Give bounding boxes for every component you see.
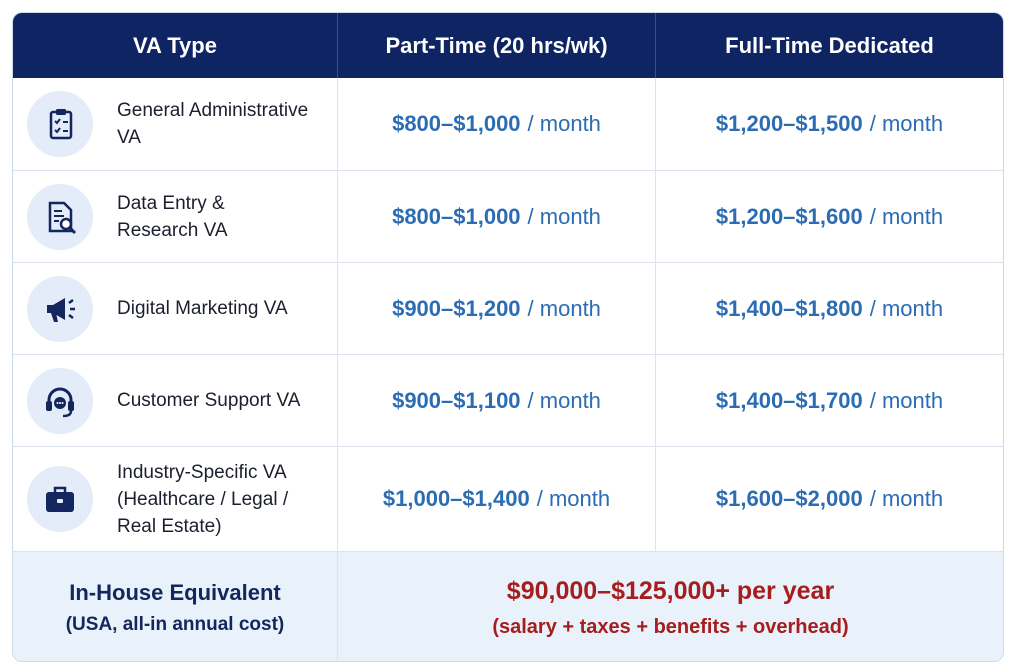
header-cell: Full-Time Dedicated [655, 13, 1003, 78]
price-cell: $1,200–$1,500/ month [655, 78, 1003, 170]
footer-cost: $90,000–$125,000+ per year [506, 576, 835, 605]
price-cell: $1,600–$2,000/ month [655, 447, 1003, 551]
va-icon [27, 466, 93, 532]
va-icon [27, 275, 93, 342]
price-unit: / month [527, 111, 601, 136]
price-range: $1,400–$1,800 [715, 295, 863, 321]
icon-graphic [46, 387, 74, 417]
price-unit: / month [869, 486, 944, 511]
icon-graphic [49, 109, 73, 140]
header-cell: VA Type [133, 32, 217, 58]
va-icon [27, 91, 93, 157]
va-icon [27, 367, 93, 434]
price-unit: / month [527, 295, 601, 321]
price-unit: / month [527, 203, 601, 229]
va-type-name: Data Entry & Research VA [117, 192, 228, 241]
price-range: $1,600–$2,000 [715, 486, 863, 511]
price-cell: $800–$1,000/ month [337, 78, 655, 170]
price-cell: $900–$1,200/ month [337, 263, 655, 354]
table-row: Data Entry & Research VA $800–$1,000/ mon… [13, 171, 1003, 263]
price-range: $900–$1,100 [392, 387, 521, 413]
table-row: Industry-Specific VA (Healthcare / Legal… [13, 447, 1003, 552]
header-row: VA Type Part-Time (20 hrs/wk) Full-Time … [13, 13, 1003, 78]
price-range: $800–$1,000 [392, 203, 521, 229]
table-body: General Administrative VA $800–$1,000/ mo… [13, 78, 1003, 552]
price-unit: / month [869, 203, 944, 229]
icon-graphic [47, 297, 75, 322]
price-cell: $800–$1,000/ month [337, 171, 655, 262]
price-range: $1,000–$1,400 [382, 486, 530, 511]
va-type-cell: Digital Marketing VA [13, 263, 337, 354]
icon-graphic [46, 486, 74, 512]
footer-row: In-House Equivalent (USA, all-in annual … [13, 552, 1003, 661]
price-cell: $1,000–$1,400/ month [337, 447, 655, 551]
icon-graphic [48, 201, 77, 234]
va-type-cell: General Administrative VA [13, 78, 337, 170]
price-unit: / month [536, 486, 611, 511]
va-type-cell: Data Entry & Research VA [13, 171, 337, 262]
price-unit: / month [527, 387, 601, 413]
price-unit: / month [869, 387, 944, 413]
table-row: Customer Support VA $900–$1,100/ month $1,… [13, 355, 1003, 447]
price-cell: $1,200–$1,600/ month [655, 171, 1003, 262]
va-type-cell: Customer Support VA [13, 355, 337, 446]
footer-cost-cell: $90,000–$125,000+ per year (salary + tax… [337, 552, 1003, 661]
footer-sublabel: (USA, all-in annual cost) [65, 613, 285, 635]
price-range: $1,200–$1,600 [715, 203, 863, 229]
header-cell: Part-Time (20 hrs/wk) [337, 13, 655, 78]
va-type-name: Customer Support VA [117, 390, 301, 411]
price-unit: / month [869, 111, 944, 136]
footer-note: (salary + taxes + benefits + overhead) [492, 615, 849, 638]
price-cell: $1,400–$1,800/ month [655, 263, 1003, 354]
price-range: $900–$1,200 [392, 295, 521, 321]
va-type-name: Digital Marketing VA [117, 298, 288, 319]
va-type-name: General Administrative VA [117, 100, 309, 148]
pricing-table: VA Type Part-Time (20 hrs/wk) Full-Time … [12, 12, 1004, 662]
va-type-cell: Industry-Specific VA (Healthcare / Legal… [13, 447, 337, 551]
price-range: $1,400–$1,700 [715, 387, 863, 413]
price-range: $1,200–$1,500 [715, 111, 863, 136]
table-row: General Administrative VA $800–$1,000/ mo… [13, 78, 1003, 171]
footer-label-cell: In-House Equivalent (USA, all-in annual … [13, 552, 337, 661]
footer-label: In-House Equivalent [69, 579, 281, 605]
price-range: $800–$1,000 [392, 111, 521, 136]
va-type-name: Industry-Specific VA (Healthcare / Legal… [117, 461, 289, 537]
va-icon [27, 183, 93, 250]
price-cell: $1,400–$1,700/ month [655, 355, 1003, 446]
price-unit: / month [869, 295, 944, 321]
table-row: Digital Marketing VA $900–$1,200/ month $1… [13, 263, 1003, 355]
price-cell: $900–$1,100/ month [337, 355, 655, 446]
